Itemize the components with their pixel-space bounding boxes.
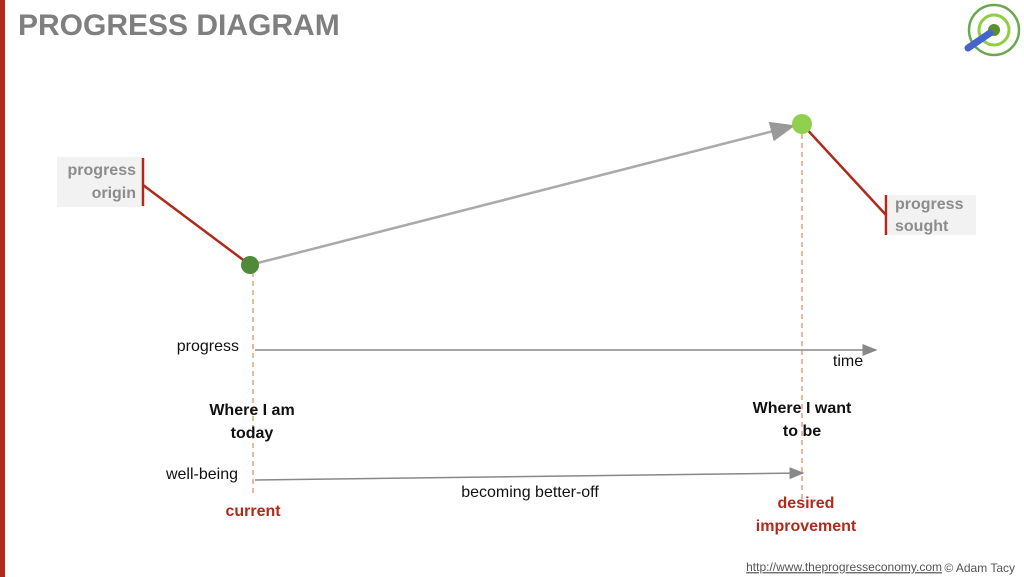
progress-arrow: [249, 121, 796, 267]
desired-label: desired: [778, 495, 835, 512]
state-label: today: [231, 425, 274, 442]
sought-label: sought: [895, 218, 949, 235]
desired-label: improvement: [756, 518, 857, 535]
current-label: current: [225, 503, 281, 520]
state-label: to be: [783, 423, 821, 440]
footer-link[interactable]: http://www.theprogresseconomy.com: [746, 560, 942, 574]
wellbeing-axis: [254, 467, 805, 481]
connector: [142, 183, 251, 267]
label-box: [57, 157, 143, 207]
sought-label: progress: [895, 196, 964, 213]
current-point: [241, 256, 259, 274]
axis-end-label: time: [833, 353, 863, 370]
axis-label: progress: [177, 338, 239, 355]
axis-label: well-being: [165, 466, 238, 483]
origin-label: progress: [68, 162, 137, 179]
desired-point: [792, 114, 812, 134]
axis-caption: becoming better-off: [461, 484, 599, 501]
state-label: Where I want: [753, 400, 852, 417]
side-bar: [0, 0, 5, 577]
title: PROGRESS DIAGRAM: [18, 9, 340, 42]
footer-credit: © Adam Tacy: [944, 561, 1015, 575]
label-box: [888, 195, 976, 235]
origin-label: origin: [92, 185, 136, 202]
logo: [964, 3, 1021, 57]
state-label: Where I am: [209, 402, 294, 419]
connector: [801, 123, 887, 216]
